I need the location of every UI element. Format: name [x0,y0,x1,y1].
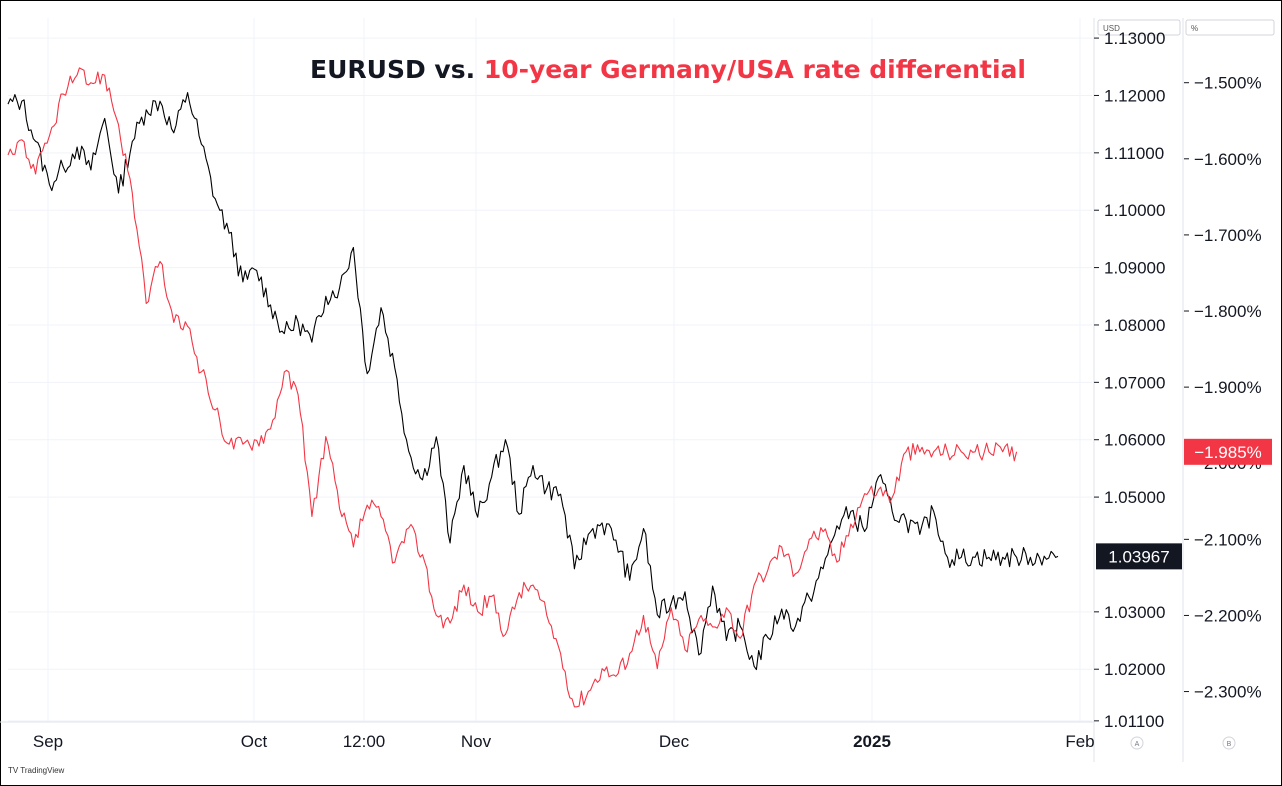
x-axis-label: Sep [33,732,63,751]
right-axis-unit-label: % [1191,24,1198,33]
x-axis-label: Feb [1065,732,1094,751]
chart-title-part2: 10-year Germany/USA rate differential [484,55,1026,84]
x-axis-label: Oct [241,732,268,751]
right-axis-tick: −2.300% [1194,683,1262,702]
right-axis-tick: −1.500% [1194,74,1262,93]
left-axis-tick: 1.01100 [1104,712,1164,731]
axis-button-b[interactable]: B [1222,736,1236,750]
left-axis-tick: 1.07000 [1104,373,1165,392]
grid [8,18,1092,722]
right-axis-tick: −1.700% [1194,226,1262,245]
series-line [7,92,1059,671]
left-axis-tick: 1.10000 [1104,201,1165,220]
left-axis-tick: 1.09000 [1104,259,1165,278]
left-axis-unit[interactable]: USD [1097,19,1181,36]
x-axis-label: 2025 [853,732,891,751]
axis-button-label: A [1135,741,1140,748]
left-axis-tick: 1.13000 [1104,29,1165,48]
axes: USD % 1.13000 1.12000 1.11000 1.10000 1.09000 1… [0,18,1275,762]
left-axis-tick: 1.11000 [1104,144,1164,163]
left-axis-tick: 1.06000 [1104,431,1165,450]
right-axis-tick: −2.200% [1194,606,1262,625]
axis-button-label: B [1227,741,1232,748]
x-axis-label: Dec [659,732,690,751]
right-axis-tick: −1.600% [1194,150,1262,169]
chart-title: EURUSD vs. 10-year Germany/USA rate diff… [310,55,1026,84]
series-line [7,67,1018,708]
differential-last-value: −1.985% [1184,438,1272,465]
left-axis-tick: 1.12000 [1104,86,1165,105]
eurusd-last-value-text: 1.03967 [1108,547,1169,566]
x-axis-label: Nov [461,732,492,751]
left-axis-tick: 1.03000 [1104,603,1165,622]
differential-last-value-text: −1.985% [1194,443,1262,462]
series-0 [7,92,1059,671]
x-axis-label: 12:00 [343,732,386,751]
left-axis-unit-label: USD [1103,24,1120,33]
right-axis-tick: −2.100% [1194,530,1262,549]
tradingview-logo[interactable]: TV TradingView [8,766,65,775]
axis-button-a[interactable]: A [1130,736,1144,750]
right-axis-unit[interactable]: % [1185,19,1275,36]
left-axis-tick: 1.05000 [1104,488,1165,507]
right-axis-tick: −1.900% [1194,378,1262,397]
right-axis-tick: −1.800% [1194,302,1262,321]
chart-title-part1: EURUSD vs. [310,55,484,84]
left-axis-tick: 1.02000 [1104,660,1165,679]
left-axis-tick: 1.08000 [1104,316,1165,335]
eurusd-last-value: 1.03967 [1096,543,1182,570]
series [7,67,1059,708]
series-1 [7,67,1018,708]
